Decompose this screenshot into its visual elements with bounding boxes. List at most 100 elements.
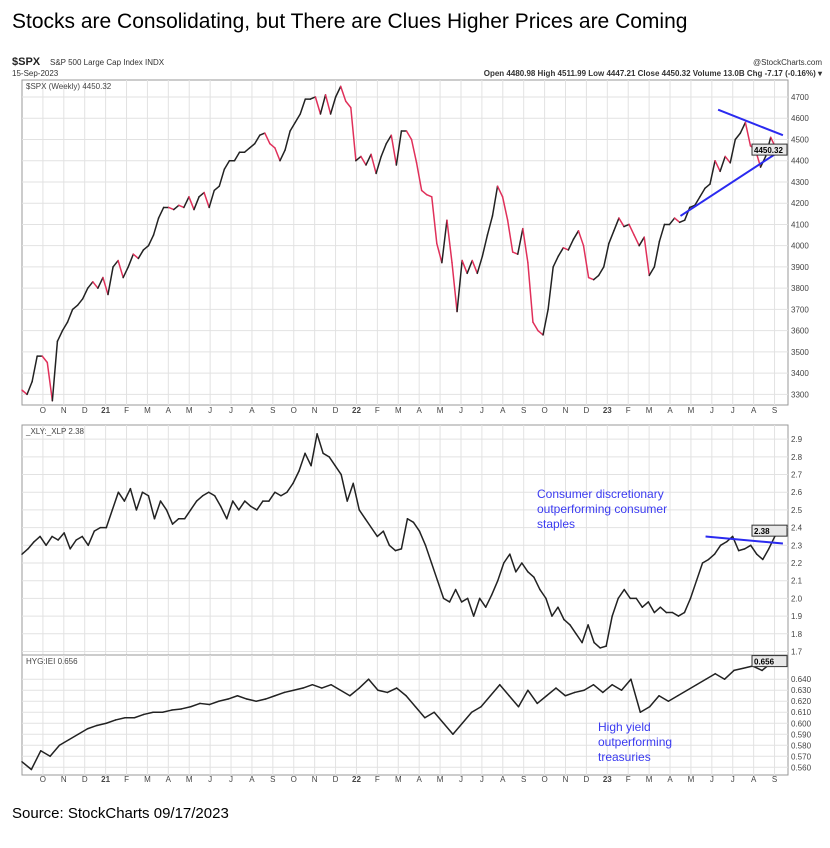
series-segment <box>452 722 464 736</box>
x-tick-label: J <box>480 775 484 784</box>
series-segment <box>414 705 426 719</box>
y-tick-label: 4400 <box>791 157 809 166</box>
panel-frame <box>21 424 789 656</box>
series-segment <box>762 548 770 561</box>
y-tick-label: 4300 <box>791 178 809 187</box>
series-segment <box>653 240 661 268</box>
series-segment <box>286 482 294 493</box>
series-segment <box>21 548 29 555</box>
series-segment <box>405 694 417 708</box>
series-segment <box>677 689 688 697</box>
series-segment <box>87 530 96 547</box>
series-segment <box>552 255 559 268</box>
y-tick-label: 3900 <box>791 263 809 272</box>
trend-line <box>679 148 784 217</box>
x-tick-label: M <box>186 775 193 784</box>
series-segment <box>370 526 379 538</box>
y-tick-label: 3600 <box>791 327 809 336</box>
series-segment <box>719 541 728 547</box>
x-tick-label: J <box>731 406 735 415</box>
series-segment <box>415 162 423 192</box>
series-segment <box>678 219 686 224</box>
series-segment <box>719 155 726 173</box>
y-tick-label: 0.560 <box>791 763 812 772</box>
series-segment <box>129 487 138 511</box>
x-tick-label: J <box>208 406 212 415</box>
y-tick-label: 4100 <box>791 220 809 229</box>
series-segment <box>370 153 377 175</box>
series-segment <box>573 689 585 694</box>
series-segment <box>246 698 257 702</box>
series-segment <box>248 142 256 149</box>
x-tick-label: S <box>270 406 275 415</box>
x-tick-label: M <box>395 406 402 415</box>
series-segment <box>388 544 397 552</box>
series-segment <box>569 624 577 635</box>
y-tick-label: 0.590 <box>791 730 812 739</box>
series-segment <box>324 94 332 115</box>
series-segment <box>127 253 135 268</box>
series-segment <box>545 597 553 617</box>
series-segment <box>329 96 337 115</box>
series-segment <box>142 244 150 251</box>
x-tick-label: O <box>541 406 547 415</box>
series-segment <box>587 624 595 644</box>
x-tick-label: S <box>772 406 777 415</box>
series-segment <box>638 236 645 247</box>
y-tick-label: 3400 <box>791 369 809 378</box>
y-tick-label: 4000 <box>791 242 809 251</box>
series-segment <box>188 196 195 211</box>
series-segment <box>539 588 547 600</box>
series-segment <box>243 147 251 153</box>
series-segment <box>161 709 173 713</box>
y-tick-label: 4200 <box>791 199 809 208</box>
series-segment <box>648 694 660 708</box>
series-segment <box>147 495 156 520</box>
series-segment <box>208 189 215 209</box>
y-tick-label: 2.3 <box>791 541 803 550</box>
series-segment <box>107 266 114 296</box>
y-tick-label: 2.9 <box>791 435 803 444</box>
x-tick-label: J <box>731 775 735 784</box>
x-tick-label: S <box>772 775 777 784</box>
series-segment <box>96 722 108 727</box>
series-segment <box>314 96 322 115</box>
x-tick-label: F <box>626 406 631 415</box>
x-tick-label: J <box>459 406 463 415</box>
series-segment <box>410 138 418 164</box>
y-tick-label: 0.600 <box>791 719 812 728</box>
series-segment <box>470 705 482 713</box>
x-tick-label: S <box>521 406 526 415</box>
header-quote: Open 4480.98 High 4511.99 Low 4447.21 Cl… <box>484 69 823 78</box>
series-segment <box>653 606 662 614</box>
series-segment <box>564 691 576 697</box>
series-segment <box>51 340 59 402</box>
series-segment <box>597 266 605 277</box>
x-tick-label: N <box>312 775 318 784</box>
series-segment <box>743 544 752 550</box>
series-segment <box>605 615 613 647</box>
annotation-line: staples <box>537 517 575 531</box>
series-segment <box>683 597 692 614</box>
series-segment <box>542 308 549 336</box>
series-segment <box>165 509 174 525</box>
series-segment <box>264 132 271 145</box>
series-segment <box>352 482 361 511</box>
series-segment <box>481 234 489 258</box>
series-segment <box>508 694 520 708</box>
series-segment <box>173 204 180 211</box>
series-segment <box>686 683 698 691</box>
series-segment <box>217 698 229 702</box>
series-segment <box>199 702 211 706</box>
series-segment <box>490 579 499 596</box>
series-segment <box>545 687 557 697</box>
y-tick-label: 1.9 <box>791 612 803 621</box>
series-segment <box>167 206 175 211</box>
series-segment <box>489 683 501 697</box>
series-segment <box>244 500 252 508</box>
series-segment <box>367 678 379 691</box>
series-segment <box>377 689 389 694</box>
series-segment <box>724 155 731 164</box>
series-segment <box>478 597 487 608</box>
y-tick-label: 0.630 <box>791 686 812 695</box>
